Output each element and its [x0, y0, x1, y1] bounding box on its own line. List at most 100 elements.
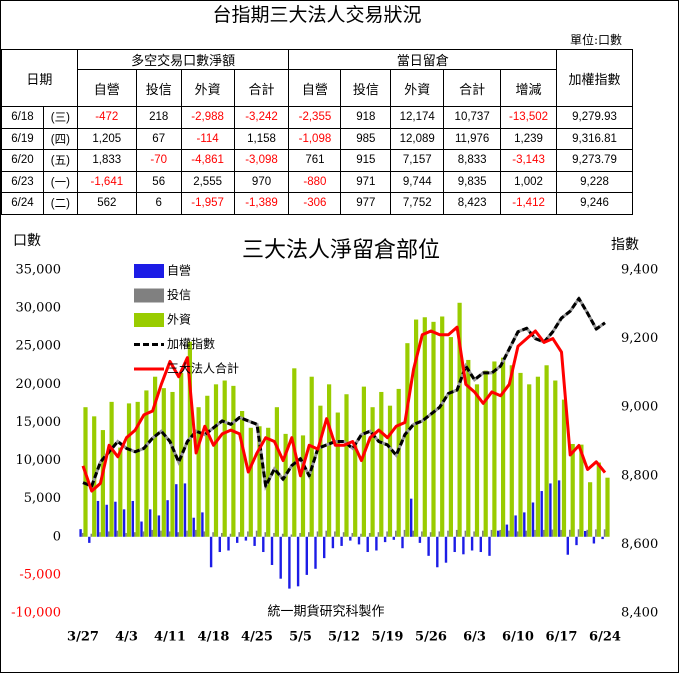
bar: [405, 343, 410, 537]
bar: [509, 365, 514, 537]
header-cell: 合計: [443, 69, 502, 107]
bar: [544, 365, 549, 537]
bar: [248, 427, 253, 537]
bar: [527, 384, 532, 537]
x-tick-label: 4/11: [154, 630, 186, 645]
header-cell: 日期: [1, 49, 78, 107]
bar: [160, 530, 162, 537]
bar: [334, 531, 336, 537]
bar: [596, 462, 601, 537]
bar: [90, 533, 93, 537]
bar: [474, 384, 480, 537]
table-row: 6/20 (五) 1,833 -70 -4,861 -3,098 761 915 7,157 8,…: [1, 149, 633, 172]
bar: [99, 532, 101, 537]
table-cell: 9,744: [390, 170, 445, 193]
bar: [318, 405, 323, 537]
bar: [497, 530, 500, 537]
bar: [414, 319, 419, 537]
table-cell: -3,242: [233, 106, 290, 129]
bar: [570, 443, 575, 537]
bar: [296, 536, 300, 587]
bar: [79, 529, 82, 537]
bar: [253, 536, 256, 546]
table-row: 6/19 (四) 1,205 67 -114 1,158 -1,098 985 12,089 11…: [1, 127, 633, 150]
bar: [410, 498, 413, 537]
bar: [227, 536, 230, 551]
table-cell: 918: [340, 106, 392, 129]
bar: [161, 388, 166, 537]
bar: [238, 532, 240, 537]
y2-tick-label: 9,000: [621, 400, 658, 415]
bar: [490, 529, 493, 537]
bar: [366, 536, 369, 553]
table-cell: -880: [288, 170, 342, 193]
bar: [114, 501, 117, 537]
table-cell: (二): [42, 192, 78, 215]
y2-axis-label: 指數: [611, 237, 639, 253]
bar: [488, 536, 491, 556]
y-tick-label: 0: [53, 529, 61, 544]
table-cell: -13,502: [500, 106, 558, 129]
unit-label: 單位:口數: [569, 33, 622, 47]
bar: [288, 536, 291, 589]
table-cell: 9,228: [556, 170, 633, 193]
bar: [549, 483, 552, 537]
bar: [194, 529, 197, 537]
y-tick-label: -10,000: [11, 606, 61, 621]
legend-label: 加權指數: [167, 336, 215, 351]
bar: [257, 426, 262, 537]
bar: [177, 532, 180, 537]
bar: [575, 536, 578, 546]
y-tick-label: 10,000: [16, 453, 62, 468]
table-cell: -3,098: [233, 149, 290, 172]
y2-tick-label: 9,400: [621, 263, 658, 278]
table-cell: 11,976: [443, 127, 502, 150]
bar: [255, 530, 258, 537]
bar: [499, 529, 501, 537]
bar: [518, 372, 523, 537]
header-cell: 投信: [340, 69, 392, 107]
bar: [270, 536, 274, 565]
bar: [436, 536, 439, 568]
bar: [542, 529, 545, 537]
bar: [351, 532, 354, 537]
table-cell: 56: [135, 170, 182, 193]
bar: [122, 509, 126, 537]
bar: [438, 531, 441, 537]
y-tick-label: 5,000: [24, 491, 61, 506]
table-cell: (四): [42, 127, 78, 150]
table-cell: 9,835: [443, 170, 502, 193]
bar: [309, 376, 314, 537]
header-cell: 增減: [500, 69, 558, 107]
bar: [540, 491, 543, 537]
legend-label: 三大法人合計: [167, 361, 239, 376]
bar: [140, 521, 143, 537]
x-tick-label: 6/24: [589, 630, 621, 645]
bar: [492, 361, 497, 537]
bar: [482, 530, 484, 537]
bar: [109, 401, 114, 537]
bar: [281, 533, 284, 537]
bar: [212, 532, 214, 537]
bar: [464, 530, 467, 537]
table-cell: 970: [233, 170, 290, 193]
table-cell: 971: [340, 170, 392, 193]
bar: [131, 500, 134, 537]
y-tick-label: 30,000: [16, 301, 62, 316]
bar: [222, 380, 227, 537]
bar: [466, 359, 471, 537]
bar: [236, 536, 239, 543]
table-cell: -1,412: [500, 192, 558, 215]
x-tick-label: 6/3: [463, 630, 486, 645]
bar: [244, 536, 248, 541]
y2-tick-label: 8,600: [621, 537, 658, 552]
table-cell: -3,143: [500, 149, 558, 172]
table-cell: 6/18: [1, 106, 44, 129]
x-tick-label: 4/25: [241, 630, 273, 645]
bar: [247, 531, 249, 537]
bar: [586, 529, 588, 537]
bar: [403, 529, 406, 537]
bar: [505, 524, 509, 537]
table-cell: -472: [76, 106, 137, 129]
